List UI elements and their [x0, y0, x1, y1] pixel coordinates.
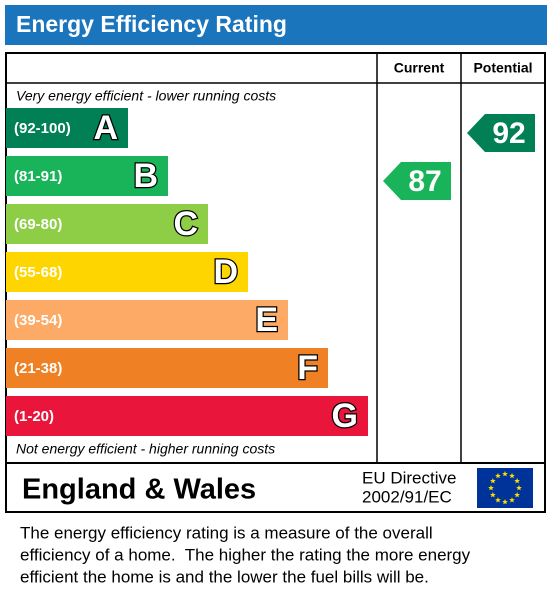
band-letter: A [93, 109, 118, 147]
potential-arrow [467, 114, 535, 152]
eu-star [495, 497, 501, 503]
title-bar [5, 5, 547, 45]
bottom-note: Not energy efficient - higher running co… [16, 441, 275, 457]
band [6, 204, 208, 244]
eu-star [502, 499, 508, 505]
eu-star [509, 497, 515, 503]
band [6, 396, 368, 436]
description: The energy efficiency rating is a measur… [20, 523, 433, 542]
band [6, 108, 128, 148]
band-letter: C [173, 205, 198, 243]
eu-star [490, 492, 496, 498]
eu-star [488, 485, 494, 491]
eu-star [502, 471, 508, 477]
band [6, 348, 328, 388]
eu-star [509, 472, 515, 479]
potential-header: Potential [473, 60, 532, 76]
band-letter: E [255, 301, 278, 339]
band [6, 300, 288, 340]
directive: EU Directive [362, 468, 456, 487]
band-range: (69-80) [14, 216, 62, 233]
band-range: (21-38) [14, 360, 62, 377]
current-header: Current [394, 60, 445, 76]
directive: 2002/91/EC [362, 487, 452, 506]
top-note: Very energy efficient - lower running co… [16, 88, 276, 104]
band-range: (55-68) [14, 264, 62, 281]
potential-value: 92 [492, 117, 525, 150]
eu-stars [488, 471, 522, 505]
description: efficiency of a home. The higher the rat… [20, 545, 471, 564]
band-range: (92-100) [14, 120, 71, 137]
band-range: (1-20) [14, 408, 54, 425]
band [6, 156, 168, 196]
eu-star [514, 492, 520, 498]
current-arrow [383, 162, 451, 200]
band-range: (39-54) [14, 312, 62, 329]
eu-star [490, 478, 496, 484]
title: Energy Efficiency Rating [16, 11, 287, 37]
band-range: (81-91) [14, 168, 62, 185]
band-letter: B [133, 157, 158, 195]
eu-star [514, 478, 520, 484]
band-letter: G [332, 397, 358, 435]
region: England & Wales [22, 474, 256, 506]
eu-star [516, 485, 522, 491]
band [6, 252, 248, 292]
eu-star [495, 472, 501, 479]
current-value: 87 [408, 165, 441, 198]
description: efficient the home is and the lower the … [20, 567, 429, 586]
band-letter: D [213, 253, 238, 291]
band-letter: F [297, 349, 318, 387]
